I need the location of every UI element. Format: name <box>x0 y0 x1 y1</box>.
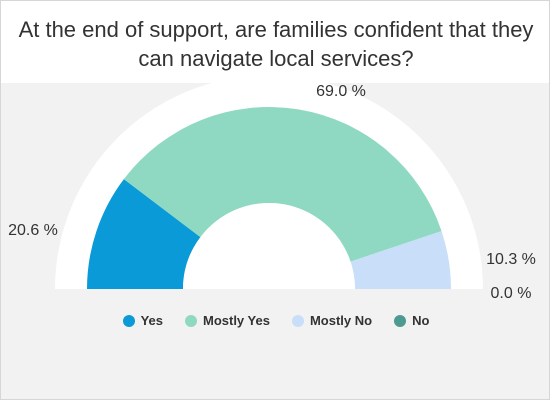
slices-group <box>87 106 451 289</box>
labels-group: 20.6 % 69.0 % 10.3 % 0.0 % <box>8 83 536 302</box>
legend-item-no[interactable]: No <box>394 313 429 328</box>
legend-swatch <box>394 314 407 327</box>
slice-yes[interactable] <box>87 179 201 289</box>
legend-label: No <box>412 313 430 328</box>
chart-title: At the end of support, are families conf… <box>18 17 534 71</box>
value-label-mostly-yes: 69.0 % <box>316 83 366 100</box>
legend-swatch <box>291 314 304 327</box>
inner-hole <box>183 203 355 289</box>
legend-item-yes[interactable]: Yes <box>122 313 163 328</box>
value-label-no: 0.0 % <box>491 285 532 302</box>
slice-mostly-yes[interactable] <box>123 106 442 262</box>
legend-label: Mostly Yes <box>202 313 270 328</box>
legend-swatch <box>122 314 135 327</box>
value-label-yes: 20.6 % <box>8 222 58 239</box>
legend-swatch <box>184 314 197 327</box>
legend-item-mostly-no[interactable]: Mostly No <box>291 313 373 328</box>
title-area <box>1 1 549 83</box>
legend: Yes Mostly Yes Mostly No No <box>1 313 550 328</box>
slice-mostly-no[interactable] <box>350 231 451 289</box>
value-label-mostly-no: 10.3 % <box>486 251 536 268</box>
legend-item-mostly-yes[interactable]: Mostly Yes <box>184 313 270 328</box>
legend-label: Yes <box>140 313 163 328</box>
legend-label: Mostly No <box>309 313 373 328</box>
